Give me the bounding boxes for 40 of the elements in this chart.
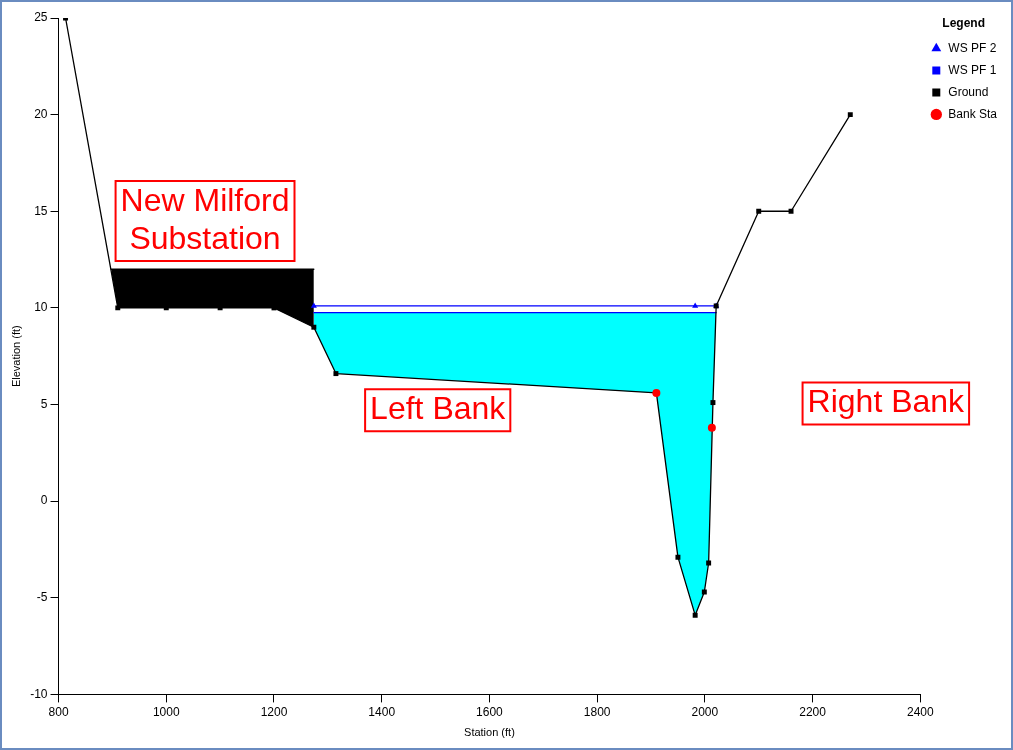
point [756, 208, 762, 214]
annotation: Right Bank [807, 383, 966, 420]
point [333, 371, 339, 377]
point [710, 400, 716, 406]
legend-label: WS PF 1 [948, 62, 997, 77]
y-tick-label: 10 [34, 300, 48, 315]
point [675, 554, 681, 560]
x-tick-label: 1600 [476, 704, 504, 719]
x-tick-label: 2000 [691, 704, 719, 719]
annotation: Left Bank [370, 390, 507, 427]
y-tick-label: -5 [36, 590, 48, 605]
y-tick-label: 5 [40, 396, 48, 411]
legend-title: Legend [942, 16, 985, 31]
point [115, 305, 121, 311]
point [847, 112, 853, 118]
x-axis-title: Station (ft) [464, 726, 515, 739]
x-tick-label: 2200 [799, 704, 827, 719]
legend-label: Ground [948, 84, 989, 99]
y-tick-label: 20 [34, 106, 48, 121]
point [692, 302, 699, 308]
legend-label: Bank Sta [948, 106, 998, 121]
x-tick-label: 800 [48, 704, 69, 719]
y-axis-title: Elevation (ft) [9, 325, 22, 388]
x-tick-label: 1400 [368, 704, 396, 719]
annotation: New Milford Substation [120, 181, 290, 256]
y-tick-label: 0 [40, 493, 48, 508]
x-tick-label: 1800 [583, 704, 611, 719]
legend-label: WS PF 2 [948, 40, 997, 55]
point [701, 589, 707, 595]
y-tick-label: 15 [34, 203, 48, 218]
x-tick-label: 1200 [260, 704, 288, 719]
y-tick-label: -10 [30, 686, 48, 701]
point [788, 208, 794, 214]
point [310, 302, 317, 308]
y-tick-label: 25 [34, 10, 48, 25]
x-tick-label: 2400 [906, 704, 934, 719]
point [311, 324, 317, 330]
x-tick-label: 1000 [152, 704, 180, 719]
point [707, 423, 716, 432]
point [692, 612, 698, 618]
